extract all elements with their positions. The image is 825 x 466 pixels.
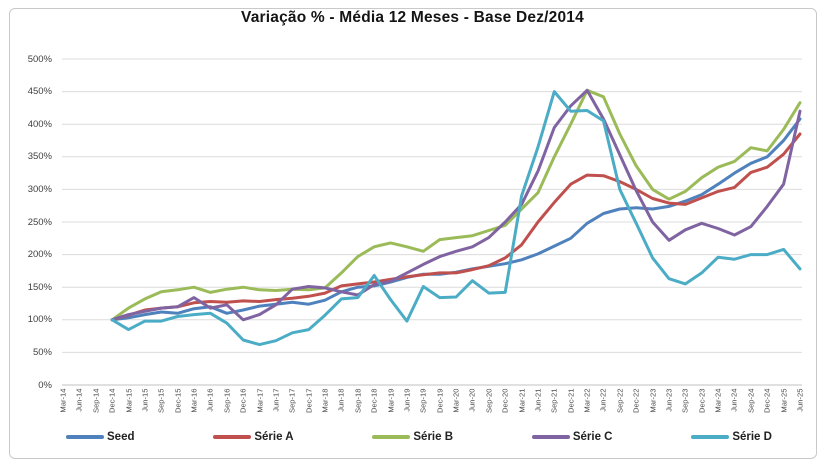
y-tick-label: 300% [27,183,52,195]
x-tick-label: Dec-17 [304,388,314,413]
x-tick-label: Mar-14 [58,388,68,413]
x-tick-label: Sep-23 [680,388,690,414]
x-tick-label: Dec-15 [173,388,183,413]
legend-swatch-seed [66,435,104,439]
x-tick-label: Mar-15 [124,388,133,413]
x-tick-label: Mar-20 [451,388,461,413]
y-tick-label: 400% [27,118,52,130]
legend-item-serie-c: Série C [531,431,613,443]
x-tick-label: Mar-16 [189,388,199,413]
legend-item-serie-a: Série A [213,431,294,443]
x-tick-label: Sep-19 [418,388,428,414]
chart-title: Variação % - Média 12 Meses - Base Dez/2… [241,9,584,26]
x-tick-label: Dec-16 [238,388,248,413]
y-tick-label: 250% [27,216,52,228]
x-tick-label: Sep-24 [746,388,756,414]
y-tick-label: 200% [27,249,52,261]
x-tick-label: Sep-14 [91,388,101,414]
x-tick-label: Dec-20 [500,388,510,413]
legend-swatch-serie-c [531,435,570,439]
y-tick-label: 0% [38,379,52,391]
x-tick-label: Mar-24 [713,388,723,413]
x-tick-label: Dec-14 [107,388,117,413]
x-tick-label: Jun-22 [598,388,608,412]
y-tick-label: 50% [32,346,52,358]
legend-label: Série C [572,431,613,443]
x-tick-label: Dec-22 [631,388,641,413]
legend-item-seed: Seed [66,431,135,443]
x-tick-label: Mar-21 [517,388,527,413]
x-tick-label: Mar-17 [255,388,265,413]
legend-swatch-serie-d [691,435,730,439]
x-tick-label: Mar-18 [320,388,330,413]
series-line-serie-c [110,88,802,322]
legend: Seed Série A Série B Série C Série D [66,431,772,443]
legend-label: Série D [732,431,772,443]
x-tick-label: Sep-18 [353,388,363,414]
y-tick-label: 100% [27,314,52,326]
x-tick-label: Jun-16 [205,388,215,412]
x-tick-label: Jun-25 [795,388,805,412]
x-tick-label: Jun-19 [402,388,412,412]
x-tick-label: Sep-15 [156,388,166,414]
x-tick-label: Sep-17 [287,388,297,414]
x-tick-label: Dec-21 [566,388,576,413]
legend-label: Série A [254,431,294,443]
legend-swatch-serie-a [213,435,252,439]
x-tick-label: Sep-21 [549,388,559,414]
legend-label: Seed [107,431,135,443]
x-tick-label: Jun-23 [664,388,674,412]
y-tick-label: 500% [27,53,52,65]
x-tick-label: Mar-23 [648,388,658,413]
series-line-seed [110,117,802,322]
x-tick-label: Mar-19 [386,388,396,413]
series-line-serie-d [110,90,802,347]
x-tick-label: Jun-24 [729,388,739,412]
x-tick-label: Jun-21 [533,388,543,412]
legend-swatch-serie-b [372,435,411,439]
legend-item-serie-d: Série D [691,431,772,443]
legend-item-serie-b: Série B [372,431,453,443]
legend-label: Série B [413,431,454,443]
x-tick-label: Dec-18 [369,388,379,413]
x-tick-label: Dec-23 [697,388,707,413]
series-line-serie-a [110,132,802,322]
x-tick-label: Jun-18 [336,388,346,412]
x-tick-label: Dec-24 [762,388,772,413]
y-tick-label: 150% [27,281,52,293]
x-tick-label: Mar-25 [779,388,789,413]
x-tick-label: Jun-15 [140,388,150,412]
series-line-serie-b [110,88,802,322]
y-tick-label: 450% [27,86,52,98]
x-tick-label: Sep-20 [484,388,494,414]
x-tick-label: Jun-17 [271,388,281,412]
x-tick-label: Mar-22 [582,388,592,413]
x-tick-label: Sep-16 [222,388,232,414]
x-tick-label: Dec-19 [435,388,445,413]
x-tick-label: Jun-20 [467,388,477,412]
x-tick-label: Sep-22 [615,388,625,414]
x-tick-label: Jun-14 [74,388,84,412]
y-tick-label: 350% [27,151,52,163]
